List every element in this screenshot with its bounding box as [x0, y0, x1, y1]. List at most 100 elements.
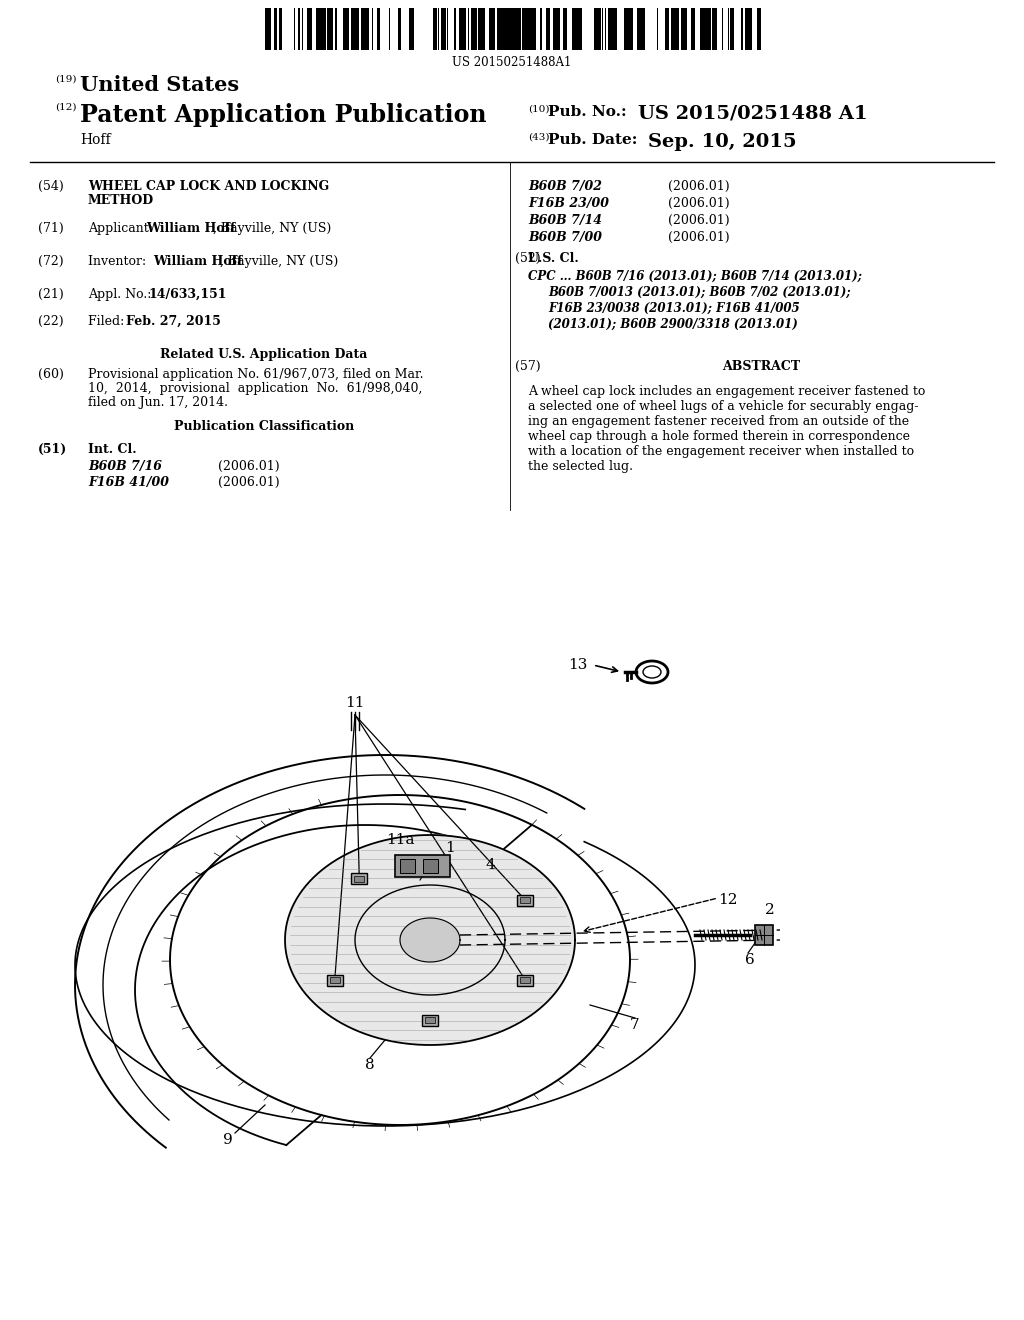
Bar	[316, 8, 319, 50]
Text: Filed:: Filed:	[88, 315, 148, 327]
Bar	[410, 8, 414, 50]
Bar	[365, 8, 369, 50]
Text: 6: 6	[745, 953, 755, 968]
Text: Provisional application No. 61/967,073, filed on Mar.: Provisional application No. 61/967,073, …	[88, 368, 424, 381]
Bar	[514, 8, 518, 50]
Text: (10): (10)	[528, 106, 550, 114]
Bar	[683, 8, 686, 50]
Bar	[665, 8, 667, 50]
Bar	[534, 8, 536, 50]
Text: wheel cap through a hole formed therein in correspondence: wheel cap through a hole formed therein …	[528, 430, 910, 444]
Text: Patent Application Publication: Patent Application Publication	[80, 103, 486, 127]
Bar	[671, 8, 674, 50]
Bar	[497, 8, 501, 50]
Bar	[522, 8, 524, 50]
Text: WHEEL CAP LOCK AND LOCKING: WHEEL CAP LOCK AND LOCKING	[88, 180, 330, 193]
Bar	[441, 8, 445, 50]
Text: (12): (12)	[55, 103, 77, 112]
Text: 1: 1	[445, 841, 455, 855]
Bar	[321, 8, 323, 50]
Text: CPC … B60B 7/16 (2013.01); B60B 7/14 (2013.01);: CPC … B60B 7/16 (2013.01); B60B 7/14 (20…	[528, 271, 862, 282]
FancyBboxPatch shape	[395, 855, 450, 876]
Bar	[546, 8, 550, 50]
Text: US 2015/0251488 A1: US 2015/0251488 A1	[638, 106, 867, 123]
Bar	[643, 8, 645, 50]
Bar	[577, 8, 579, 50]
Text: (2013.01); B60B 2900/3318 (2013.01): (2013.01); B60B 2900/3318 (2013.01)	[548, 318, 798, 331]
Text: Int. Cl.: Int. Cl.	[88, 444, 136, 455]
Bar	[530, 8, 534, 50]
Text: filed on Jun. 17, 2014.: filed on Jun. 17, 2014.	[88, 396, 228, 409]
Text: , Bayville, NY (US): , Bayville, NY (US)	[220, 255, 339, 268]
Text: (2006.01): (2006.01)	[668, 231, 730, 244]
Bar	[269, 8, 271, 50]
Bar	[473, 8, 475, 50]
Bar	[667, 8, 669, 50]
Bar	[327, 8, 331, 50]
Text: Feb. 27, 2015: Feb. 27, 2015	[126, 315, 221, 327]
Bar	[459, 8, 462, 50]
Text: the selected lug.: the selected lug.	[528, 459, 633, 473]
Bar	[714, 8, 717, 50]
FancyBboxPatch shape	[517, 895, 534, 906]
Bar	[681, 8, 683, 50]
Text: United States: United States	[80, 75, 240, 95]
Text: (52): (52)	[515, 252, 541, 265]
Text: Inventor:: Inventor:	[88, 255, 158, 268]
Bar	[507, 8, 510, 50]
Text: (2006.01): (2006.01)	[668, 180, 730, 193]
Bar	[730, 8, 734, 50]
Bar	[346, 8, 349, 50]
Text: F16B 41/00: F16B 41/00	[88, 477, 169, 488]
Bar	[703, 8, 707, 50]
Bar	[707, 8, 709, 50]
Text: (2006.01): (2006.01)	[668, 197, 730, 210]
Text: (51): (51)	[38, 444, 68, 455]
Text: (72): (72)	[38, 255, 63, 268]
Bar	[265, 8, 268, 50]
Bar	[423, 859, 438, 873]
Text: 8: 8	[366, 1059, 375, 1072]
Bar	[331, 8, 333, 50]
Text: (2006.01): (2006.01)	[218, 459, 280, 473]
Bar	[400, 859, 415, 873]
Text: Appl. No.:: Appl. No.:	[88, 288, 160, 301]
Bar	[433, 8, 437, 50]
Bar	[540, 8, 542, 50]
Text: (43): (43)	[528, 133, 550, 143]
Bar	[691, 8, 695, 50]
FancyBboxPatch shape	[517, 974, 534, 986]
Bar	[489, 8, 492, 50]
FancyBboxPatch shape	[351, 874, 368, 884]
Text: Applicant:: Applicant:	[88, 222, 161, 235]
Text: F16B 23/00: F16B 23/00	[528, 197, 609, 210]
Bar	[510, 8, 514, 50]
Bar	[526, 8, 529, 50]
Bar	[639, 8, 643, 50]
Text: US 20150251488A1: US 20150251488A1	[453, 55, 571, 69]
Text: , Bayville, NY (US): , Bayville, NY (US)	[213, 222, 332, 235]
Text: 11: 11	[345, 696, 365, 710]
Polygon shape	[400, 917, 460, 962]
Text: A wheel cap lock includes an engagement receiver fastened to: A wheel cap lock includes an engagement …	[528, 385, 926, 399]
Text: (71): (71)	[38, 222, 63, 235]
Bar	[354, 875, 365, 882]
Text: a selected one of wheel lugs of a vehicle for securably engag-: a selected one of wheel lugs of a vehicl…	[528, 400, 919, 413]
Bar	[608, 8, 612, 50]
FancyBboxPatch shape	[327, 974, 343, 986]
Text: William Hoff: William Hoff	[146, 222, 236, 235]
Bar	[307, 8, 310, 50]
Bar	[478, 8, 480, 50]
Bar	[518, 8, 521, 50]
Text: B60B 7/16: B60B 7/16	[88, 459, 162, 473]
Text: 7: 7	[630, 1018, 640, 1032]
Text: (22): (22)	[38, 315, 63, 327]
Bar	[274, 8, 278, 50]
Bar	[483, 8, 485, 50]
Bar	[598, 8, 600, 50]
Text: Publication Classification: Publication Classification	[174, 420, 354, 433]
Text: B60B 7/14: B60B 7/14	[528, 214, 602, 227]
Text: 14/633,151: 14/633,151	[148, 288, 226, 301]
Bar	[520, 898, 530, 903]
Text: Pub. No.:: Pub. No.:	[548, 106, 627, 119]
